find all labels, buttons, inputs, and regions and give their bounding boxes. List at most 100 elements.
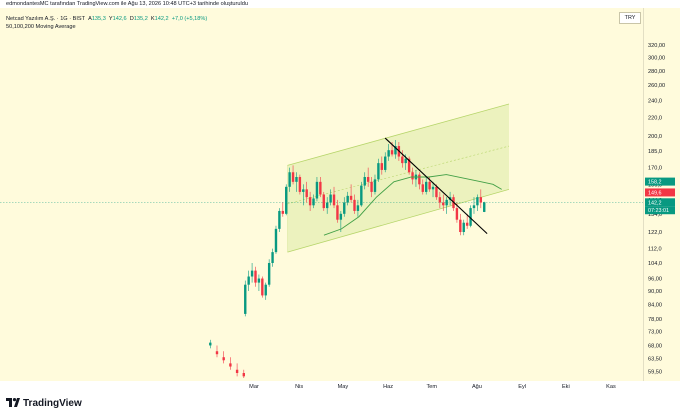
candle-body [462,222,465,233]
y-tick-label: 96,00 [648,277,662,283]
candle-body [407,158,411,173]
candle-body [222,357,225,361]
candle-body [215,351,219,355]
candle-body [257,278,261,283]
tradingview-logo-icon [6,398,20,407]
candle-body [479,197,483,203]
trendline[interactable] [384,137,488,235]
candle-body [360,185,363,206]
x-tick-label: Eki [562,384,570,390]
candle-body [421,184,424,192]
low-value: 135,2 [133,16,148,22]
tradingview-logo: TradingView [6,398,82,409]
y-tick-label: 185,0 [648,149,662,155]
open-key: A [88,16,92,22]
candle-body [302,189,305,192]
candle-body [380,163,384,170]
candle-body [455,208,459,220]
y-tick-label: 68,00 [648,343,662,349]
x-tick-label: Tem [426,384,437,390]
y-tick-label: 170,0 [648,166,662,172]
candle-body [271,252,274,263]
indicator-legend[interactable]: 50,100,200 Moving Average [6,24,76,30]
candle-body [387,150,390,157]
low-key: D [129,16,134,22]
channel-fill [287,103,509,253]
candle-body [325,202,329,209]
candle-body [390,150,394,155]
price-tag-label: 142,2 [648,200,662,206]
candle-body [435,186,438,198]
moving-average-line[interactable] [323,174,502,236]
channel-lower-line[interactable] [287,188,510,253]
candle-body [336,205,339,220]
candle-body [242,373,245,377]
price-tag-label: 158,2 [648,180,662,186]
candle-body [209,342,212,346]
channel-upper-line[interactable] [287,103,510,166]
candle-body [465,222,469,226]
y-tick-label: 122,0 [648,230,662,236]
candle-body [346,195,349,203]
candle-body [438,197,442,203]
candle-body [356,205,360,211]
candle-body [244,284,247,314]
y-tick-label: 300,00 [648,55,665,61]
price-tag-label: 149,6 [648,190,662,196]
candle-body [250,270,254,277]
price-tag-label: 07:23:01 [648,208,669,214]
candle-body [267,262,271,285]
y-tick-label: 134,0 [648,212,662,218]
candle-body [264,284,267,296]
candle-body [476,197,479,206]
candle-body [384,156,387,170]
x-tick-label: Ağu [472,384,482,390]
y-tick-label: 220,0 [648,116,662,122]
candle-body [483,202,486,212]
currency-button[interactable]: TRY [619,12,641,24]
candle-body [332,194,336,206]
candle-body [349,195,353,200]
price-tag [645,206,675,215]
high-key: Y [108,16,113,22]
candle-body [319,181,322,195]
candle-body [411,172,414,180]
candle-body [295,176,298,182]
price-tag [645,198,675,207]
candle-body [254,270,257,283]
candle-body [431,186,435,190]
candle-body [366,176,370,182]
x-tick-label: Kas [606,384,616,390]
candle-body [445,199,448,206]
candle-body [291,172,295,182]
candle-body [305,189,308,198]
x-tick-label: Nis [295,384,303,390]
high-value: 142,6 [112,16,127,22]
candle-body [298,176,302,192]
price-tag [645,177,675,186]
y-tick-label: 84,00 [648,302,662,308]
tradingview-logo-text: TradingView [23,398,82,409]
candle-body [377,163,380,180]
candle-body [363,176,366,186]
candle-body [373,179,377,192]
x-tick-label: Haz [383,384,393,390]
candle-body [315,181,319,199]
candle-body [247,276,250,285]
y-tick-label: 112,0 [648,247,662,253]
y-tick-label: 260,00 [648,83,665,89]
candle-body [472,205,476,209]
candle-body [285,186,288,214]
candle-body [401,156,404,164]
x-tick-label: Mar [249,384,259,390]
candle-body [404,158,407,164]
candle-body [469,208,472,226]
candle-body [329,194,332,203]
candle-body [339,213,343,220]
symbol-name: Netcad Yazılım A.Ş. · 1G · BIST [6,16,85,22]
candle-body [229,363,232,367]
candle-body [394,146,397,155]
candle-body [424,181,428,192]
y-tick-label: 78,00 [648,317,662,323]
